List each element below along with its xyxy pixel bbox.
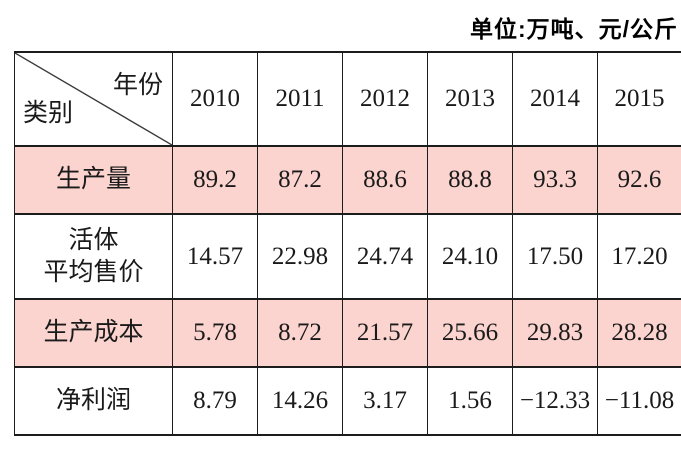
table-cell: 8.72 [257, 298, 343, 368]
diagonal-line [15, 53, 172, 145]
table-cell: 5.78 [172, 298, 258, 368]
row-label: 活体 平均售价 [14, 213, 173, 300]
table-row-production-volume: 生产量 89.2 87.2 88.6 88.8 93.3 92.6 [14, 145, 681, 215]
table-cell: 17.50 [512, 213, 598, 300]
table-cell: 24.74 [342, 213, 428, 300]
table-cell: 88.6 [342, 145, 428, 215]
year-header: 2013 [427, 51, 513, 147]
table-cell: 8.79 [172, 366, 258, 436]
corner-label-year: 年份 [112, 72, 163, 99]
header-row: 年份 类别 2010 2011 2012 2013 2014 2015 [14, 51, 681, 147]
table-cell: 25.66 [427, 298, 513, 368]
table-cell: 28.28 [597, 298, 681, 368]
table-cell: −12.33 [512, 366, 598, 436]
corner-label-category: 类别 [23, 100, 74, 127]
table-cell: 87.2 [257, 145, 343, 215]
year-header: 2015 [597, 51, 681, 147]
table-cell: 14.26 [257, 366, 343, 436]
table-cell: 17.20 [597, 213, 681, 300]
table-cell: 29.83 [512, 298, 598, 368]
row-label: 生产成本 [14, 298, 173, 368]
table-cell: 88.8 [427, 145, 513, 215]
year-header: 2014 [512, 51, 598, 147]
corner-cell: 年份 类别 [14, 51, 173, 147]
year-header: 2012 [342, 51, 428, 147]
table-row-production-cost: 生产成本 5.78 8.72 21.57 25.66 29.83 28.28 [14, 298, 681, 368]
row-label: 净利润 [14, 366, 173, 436]
table-row-net-profit: 净利润 8.79 14.26 3.17 1.56 −12.33 −11.08 [14, 366, 681, 436]
table-cell: 89.2 [172, 145, 258, 215]
unit-note: 单位:万吨、元/公斤 [469, 16, 678, 42]
table-cell: 93.3 [512, 145, 598, 215]
table-cell: 1.56 [427, 366, 513, 436]
table-cell: 21.57 [342, 298, 428, 368]
row-label: 生产量 [14, 145, 173, 215]
year-header: 2010 [172, 51, 258, 147]
table-cell: 14.57 [172, 213, 258, 300]
table-cell: 24.10 [427, 213, 513, 300]
table-row-live-average-price: 活体 平均售价 14.57 22.98 24.74 24.10 17.50 17… [14, 213, 681, 300]
table-cell: 22.98 [257, 213, 343, 300]
data-table: 年份 类别 2010 2011 2012 2013 2014 2015 生产量 … [14, 51, 681, 436]
year-header: 2011 [257, 51, 343, 147]
table-cell: 3.17 [342, 366, 428, 436]
table-cell: −11.08 [597, 366, 681, 436]
table-cell: 92.6 [597, 145, 681, 215]
